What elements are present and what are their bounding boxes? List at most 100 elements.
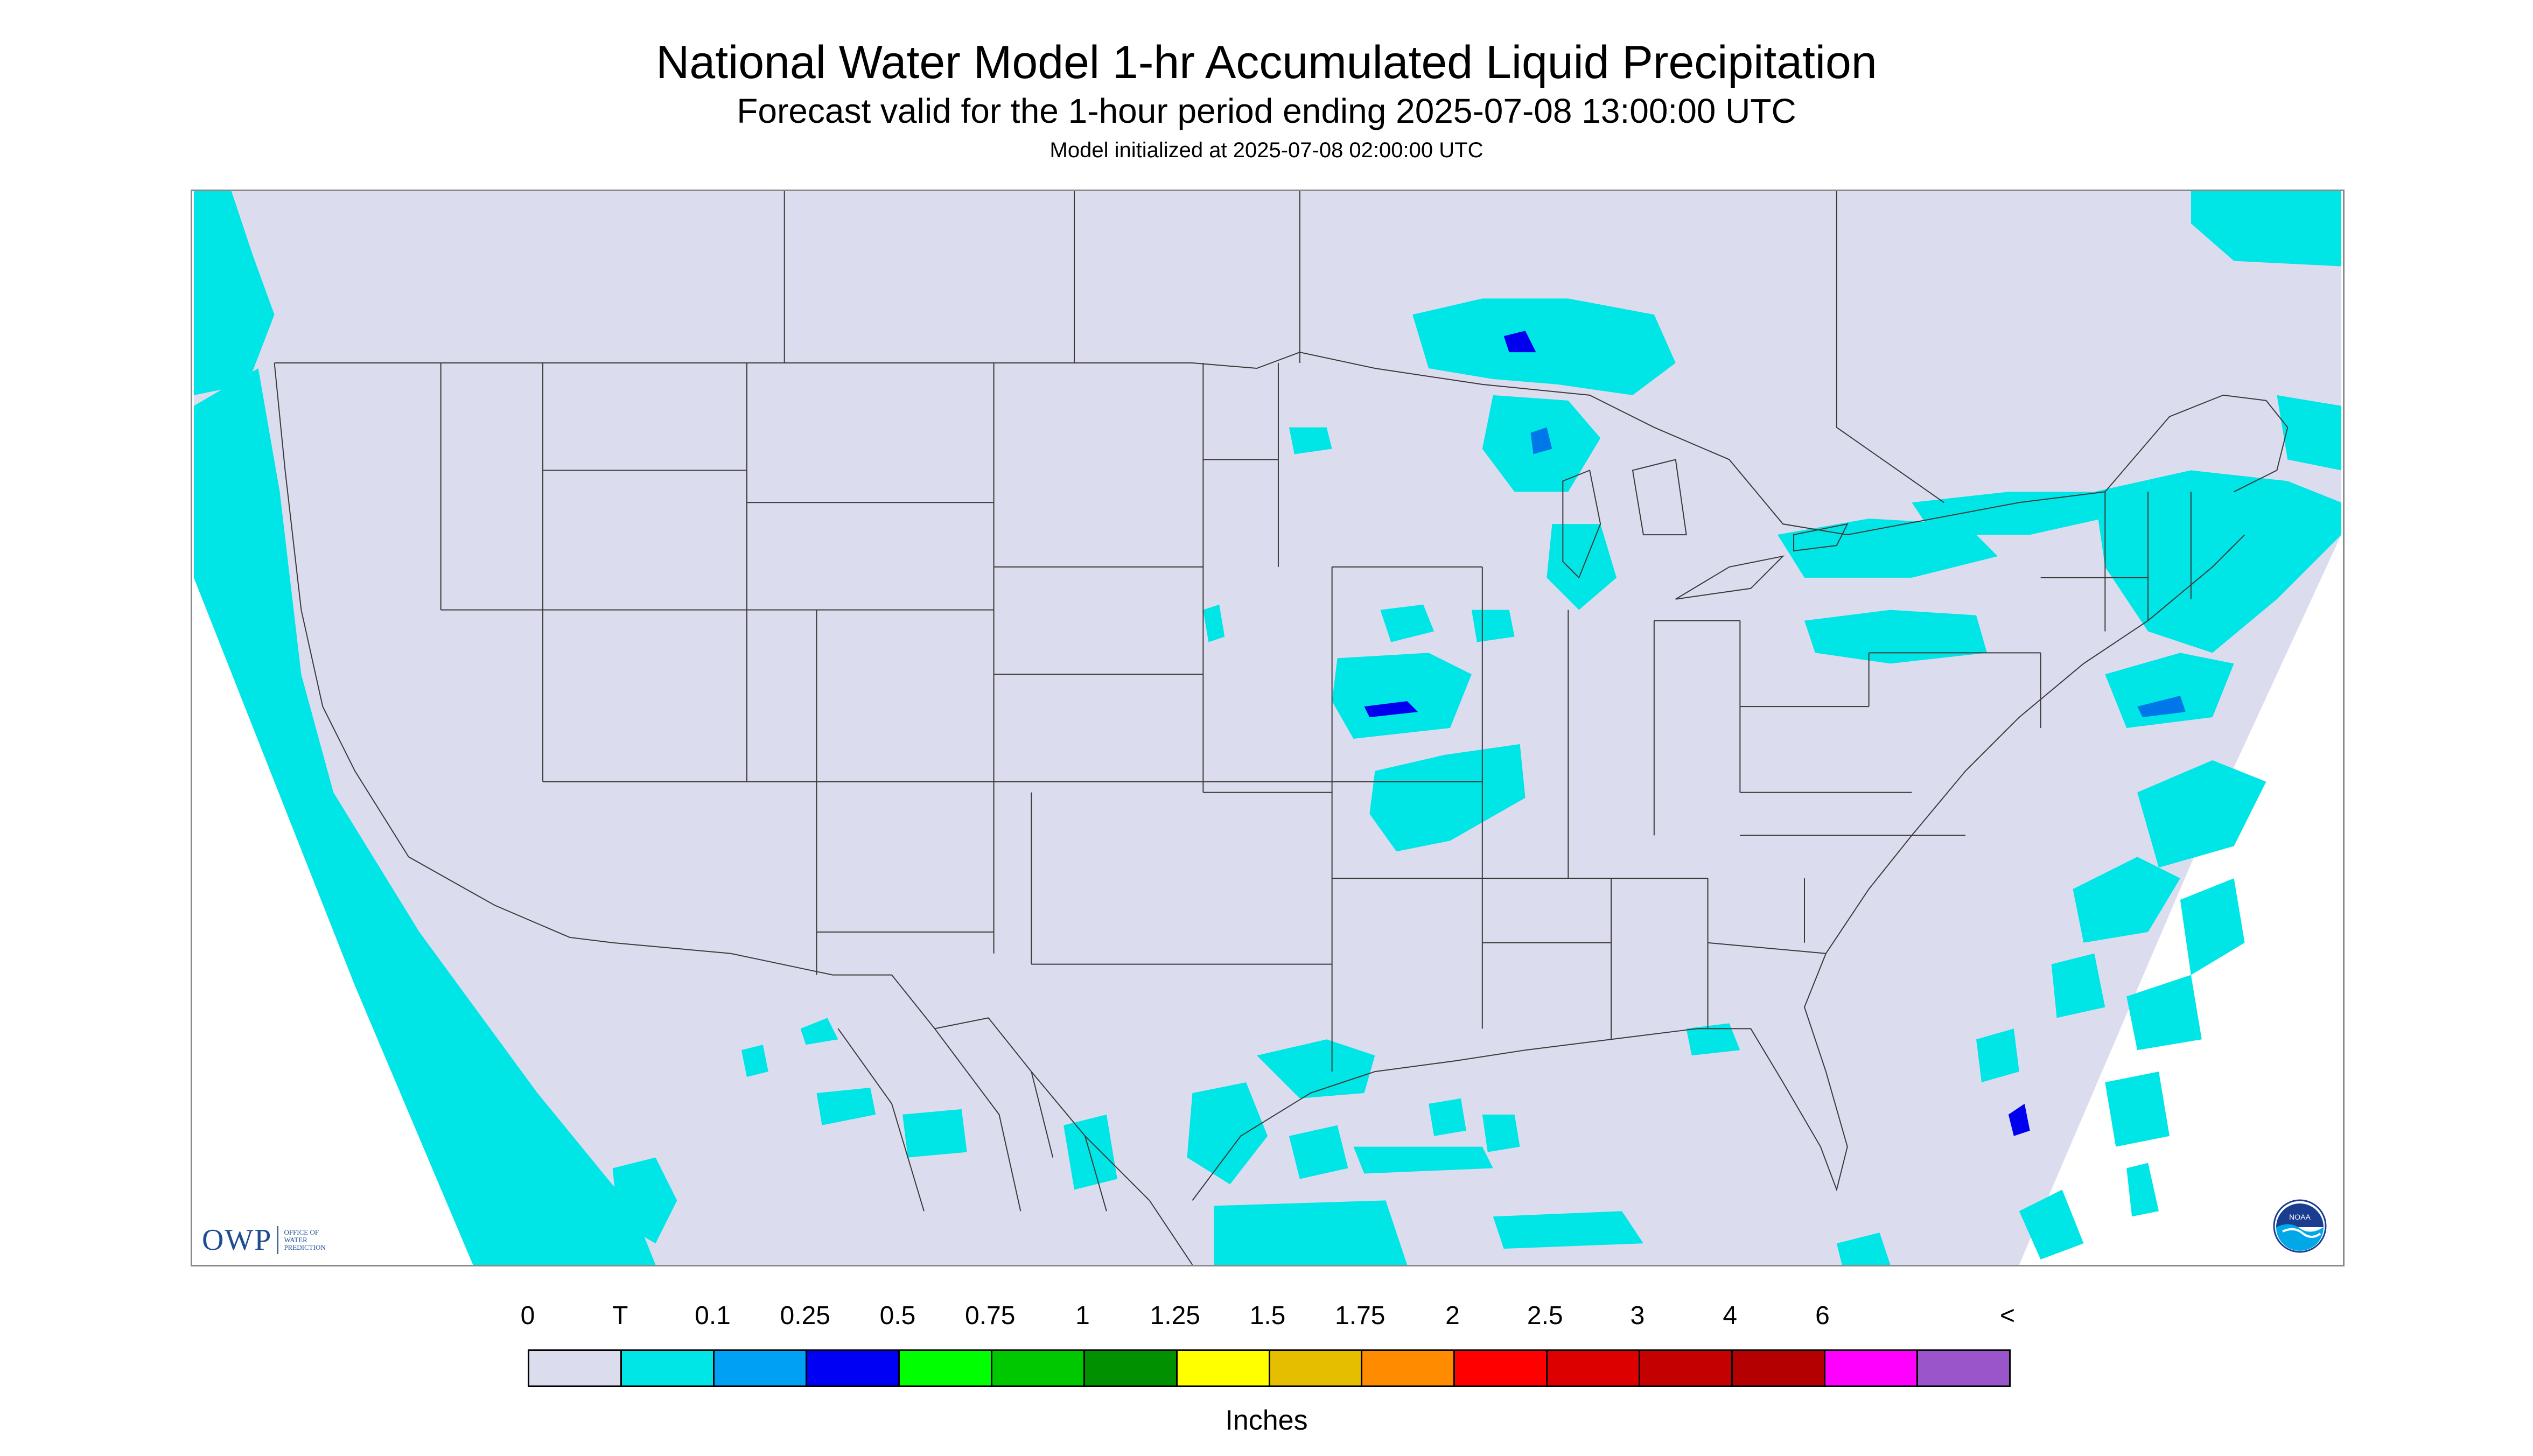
state-lines-east <box>1482 610 2041 1040</box>
precipitation-map: OWP OFFICE OF WATER PREDICTION NOAA <box>191 190 2345 1266</box>
precip-maine <box>2277 395 2341 471</box>
precip-gulf-south <box>1353 1146 1493 1174</box>
precip-atlantic-9 <box>2126 1163 2159 1217</box>
precip-northeast-top <box>2191 191 2341 267</box>
precip-iowa-north <box>1380 604 1435 642</box>
legend-swatch <box>714 1351 807 1385</box>
precipitation-areas <box>194 191 2341 1265</box>
precip-atlantic-3 <box>2180 878 2245 975</box>
legend-swatch <box>1640 1351 1733 1385</box>
legend-label: 6 <box>1815 1301 1830 1330</box>
precip-gulf-coast <box>1257 1039 1375 1098</box>
precip-pacific-offshore <box>612 1157 677 1244</box>
state-lines-northeast <box>2040 492 2192 632</box>
precip-mexico-3 <box>902 1109 967 1158</box>
legend-swatch <box>621 1351 715 1385</box>
legend-swatch <box>899 1351 992 1385</box>
legend-units: Inches <box>1225 1405 1308 1436</box>
legend-swatch <box>1084 1351 1178 1385</box>
legend-label: < <box>1999 1301 2016 1330</box>
legend-swatch <box>807 1351 900 1385</box>
west-coast <box>274 362 613 943</box>
precip-lake-superior <box>1412 298 1676 395</box>
legend-swatch <box>529 1351 622 1385</box>
precip-atlantic-5 <box>2051 953 2105 1018</box>
owp-logo-line: WATER <box>284 1236 307 1244</box>
legend-swatch <box>1362 1351 1456 1385</box>
lake-michigan <box>1562 470 1601 579</box>
legend-colorbar <box>528 1349 2011 1387</box>
precip-atlantic-6 <box>1976 1028 2019 1083</box>
heavy-atlantic <box>2008 1103 2030 1136</box>
owp-logo-subtext: OFFICE OF WATER PREDICTION <box>284 1229 325 1251</box>
heavy-superior <box>1503 331 1536 353</box>
precip-mexico-4 <box>1063 1114 1117 1190</box>
precip-florida <box>1686 1023 1740 1056</box>
precip-mn <box>1289 427 1332 454</box>
precip-illinois <box>1471 610 1515 642</box>
heavy-iowa <box>1364 701 1418 718</box>
legend-label: 1.5 <box>1249 1301 1286 1330</box>
mexico-states <box>837 1028 1107 1212</box>
legend-swatch <box>1177 1351 1270 1385</box>
heavy-precipitation <box>1364 331 2186 1136</box>
precip-gulf-offshore <box>1289 1125 1348 1179</box>
precip-mexico-5 <box>741 1045 768 1077</box>
lake-ontario <box>1793 523 1849 552</box>
owp-logo-line: OFFICE OF <box>284 1228 319 1236</box>
legend-swatch <box>1455 1351 1548 1385</box>
legend-label: T <box>612 1301 628 1330</box>
legend-swatch <box>1270 1351 1363 1385</box>
noaa-logo-text: NOAA <box>2289 1213 2311 1221</box>
owp-logo-letters: OWP <box>202 1223 272 1257</box>
noaa-logo-icon: NOAA <box>2273 1199 2327 1253</box>
precip-new-york <box>1804 610 1987 664</box>
state-lines-west <box>440 363 995 782</box>
legend-swatch <box>992 1351 1085 1385</box>
legend-label: 2 <box>1445 1301 1460 1330</box>
state-lines-mountain <box>816 363 1332 975</box>
legend-label: 0.75 <box>965 1301 1016 1330</box>
precip-carib <box>1836 1233 1891 1265</box>
precip-gulf-bottom2 <box>1493 1211 1643 1249</box>
map-subtitle: Forecast valid for the 1-hour period end… <box>737 92 1796 130</box>
owp-logo: OWP OFFICE OF WATER PREDICTION <box>202 1223 326 1257</box>
legend-label: 4 <box>1723 1301 1738 1330</box>
legend-label: 3 <box>1630 1301 1645 1330</box>
legend-label: 0.5 <box>879 1301 916 1330</box>
legend-label: 1 <box>1075 1301 1090 1330</box>
model-domain <box>194 191 2341 1265</box>
precip-mexico-2 <box>816 1087 876 1125</box>
precip-gulf-bottom <box>1214 1200 1408 1265</box>
precip-pacific-north <box>194 191 275 395</box>
heavy-wisconsin <box>1530 427 1552 454</box>
precip-quebec <box>1912 492 2127 535</box>
precip-mexico-1 <box>800 1018 838 1045</box>
precip-michigan <box>1547 524 1617 610</box>
state-boundaries <box>274 191 2289 1265</box>
model-init-time: Model initialized at 2025-07-08 02:00:00… <box>1049 138 1484 162</box>
lake-erie <box>1675 555 1785 600</box>
legend-swatch <box>1825 1351 1919 1385</box>
precip-pacific-band <box>194 368 656 1265</box>
precip-gulf-mid2 <box>1482 1114 1520 1152</box>
legend-swatch <box>1918 1351 2009 1385</box>
precip-gulf-mid <box>1429 1098 1466 1136</box>
precip-sd <box>1203 604 1225 642</box>
precip-atlantic-8 <box>2019 1189 2084 1260</box>
precip-atlantic-ne <box>2105 653 2234 728</box>
map-title: National Water Model 1-hr Accumulated Li… <box>656 37 1877 88</box>
precip-iowa <box>1332 653 1472 739</box>
precip-atlantic-4 <box>2126 975 2202 1051</box>
legend-label: 0.1 <box>695 1301 731 1330</box>
gulf-coast <box>1192 953 1848 1201</box>
owp-logo-line: PREDICTION <box>284 1243 326 1251</box>
us-mexico-border <box>612 942 1193 1265</box>
canada-provinces <box>783 191 1944 503</box>
precip-atlantic-2 <box>2073 857 2180 943</box>
owp-logo-divider <box>277 1226 279 1254</box>
legend-label: 1.75 <box>1335 1301 1386 1330</box>
state-lines-plains <box>993 566 1483 1072</box>
lake-huron <box>1632 459 1687 536</box>
legend-swatch <box>1733 1351 1826 1385</box>
